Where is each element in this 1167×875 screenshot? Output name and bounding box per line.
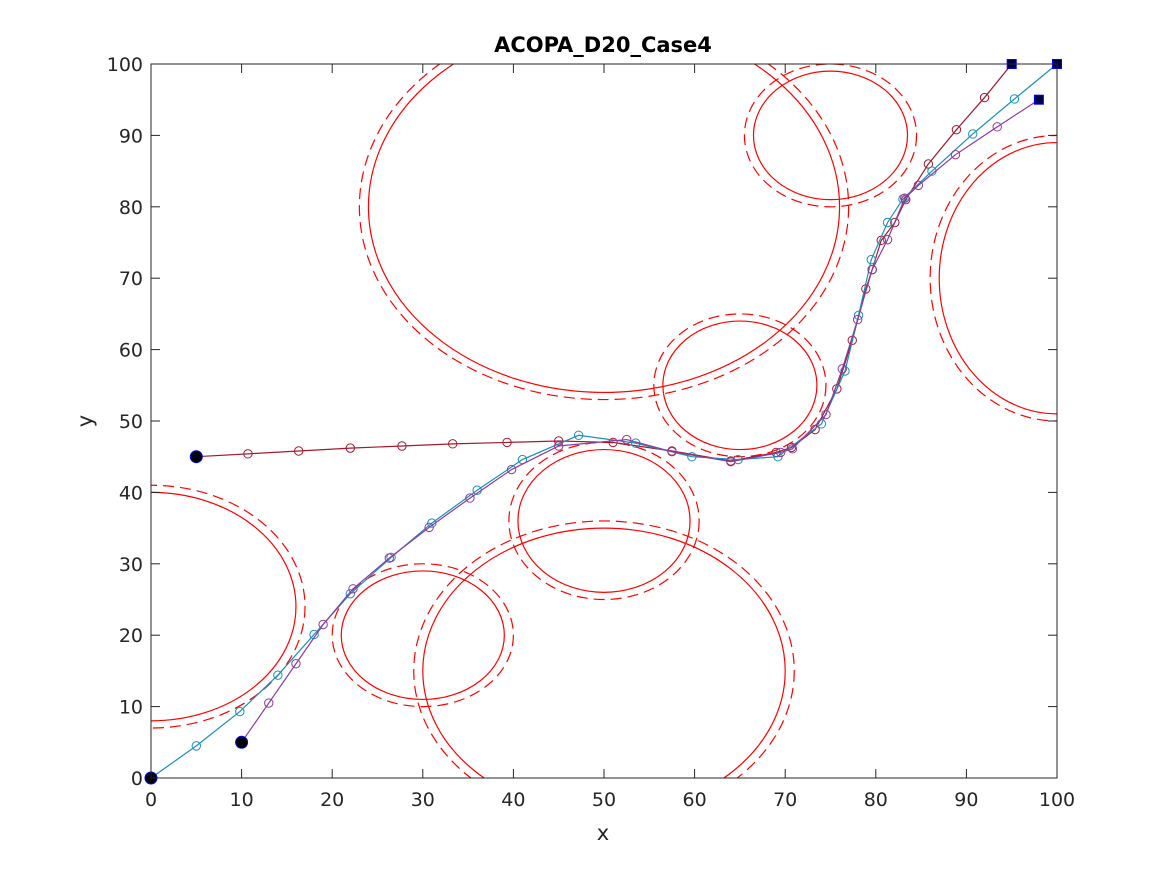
path-marker [852,314,863,325]
path-marker [502,437,512,448]
path-marker [243,449,253,459]
path-marker [837,364,847,374]
obstacle-circle [340,570,505,701]
path-marker [447,439,458,449]
path-marker [191,741,202,751]
path-marker [291,659,301,669]
x-tick-label: 20 [320,789,344,811]
y-tick-label: 90 [119,125,143,147]
path-marker [397,441,407,451]
path-marker [235,706,245,717]
path-marker [775,447,786,458]
path-marker [573,430,584,440]
path-marker [992,122,1002,132]
path-marker [882,234,893,245]
start-point [235,735,249,749]
path-marker [853,310,864,321]
plot-area [151,64,1057,778]
plot-background [151,64,1057,778]
path-marker [968,129,978,139]
path-marker [726,456,736,467]
path-marker [821,409,831,420]
obstacle-circle [517,448,691,593]
path-marker [1009,94,1020,104]
path-marker [424,522,434,533]
path-marker [348,584,358,594]
path-marker [867,264,877,275]
obstacle-circle [151,491,297,722]
path-marker [950,149,961,160]
y-axis-label: y [73,415,97,427]
path-marker [345,443,356,453]
path-marker [621,434,632,445]
series-2 [235,94,1044,749]
path-marker [273,670,283,680]
obstacle-layer [151,64,1057,778]
x-tick-label: 50 [592,789,616,811]
obstacle-safety-circle [413,520,795,778]
path-marker [786,442,797,453]
path-marker [890,217,900,228]
x-tick-label: 90 [954,789,978,811]
path-marker [465,493,475,503]
path-marker [264,698,274,708]
x-tick-label: 100 [1039,789,1075,811]
y-tick-label: 50 [119,411,143,433]
y-tick-label: 60 [119,340,143,362]
path-marker [951,124,962,135]
y-tick-label: 100 [107,54,143,76]
y-tick-label: 40 [119,482,143,504]
x-tick-label: 60 [683,789,707,811]
x-tick-label: 80 [864,789,888,811]
path-marker [687,452,697,462]
path-marker [554,441,564,451]
path-line [196,63,1013,462]
chart-title: ACOPA_D20_Case4 [494,33,712,57]
x-tick-label: 40 [501,789,525,811]
obstacle-safety-circle [331,563,514,708]
x-tick-label: 30 [411,789,435,811]
path-marker [913,180,924,191]
path-marker [608,437,618,448]
goal-point [1033,94,1044,105]
obstacle-safety-circle [358,64,850,401]
path-marker [882,217,893,228]
obstacle-safety-circle [653,313,827,458]
y-tick-label: 80 [119,197,143,219]
tick-layer: 0 10 20 30 40 50 60 70 80 90 100 0 10 20 30 40 50 60 70 80 9… [107,54,1075,811]
path-marker [866,254,876,265]
path-marker [554,436,564,446]
path-marker [309,629,319,640]
obstacle-circle [752,70,909,201]
path-marker [787,444,798,454]
y-tick-label: 10 [119,697,143,719]
x-tick-label: 10 [230,789,254,811]
obstacle-circle [422,527,786,778]
obstacle-circle [367,64,841,393]
y-tick-label: 20 [119,625,143,647]
path-marker [345,589,356,599]
y-tick-label: 30 [119,554,143,576]
x-tick-label: 70 [773,789,797,811]
x-tick-label: 0 [145,789,157,811]
path-line [241,99,1040,743]
path-marker [506,464,517,475]
path-marker [667,447,677,457]
path-marker [293,446,304,456]
path-marker [900,193,910,203]
path-marker [979,92,990,103]
path-marker [384,553,394,563]
path-line [150,63,1058,779]
start-point [189,450,203,464]
path-marker [840,366,850,376]
y-tick-label: 70 [119,268,143,290]
y-tick-label: 0 [131,768,143,790]
obstacle-safety-circle [743,64,918,208]
obstacle-circle [662,320,818,451]
path-marker [318,619,328,630]
x-axis-label: x [597,821,609,845]
obstacle-safety-circle [151,484,306,729]
